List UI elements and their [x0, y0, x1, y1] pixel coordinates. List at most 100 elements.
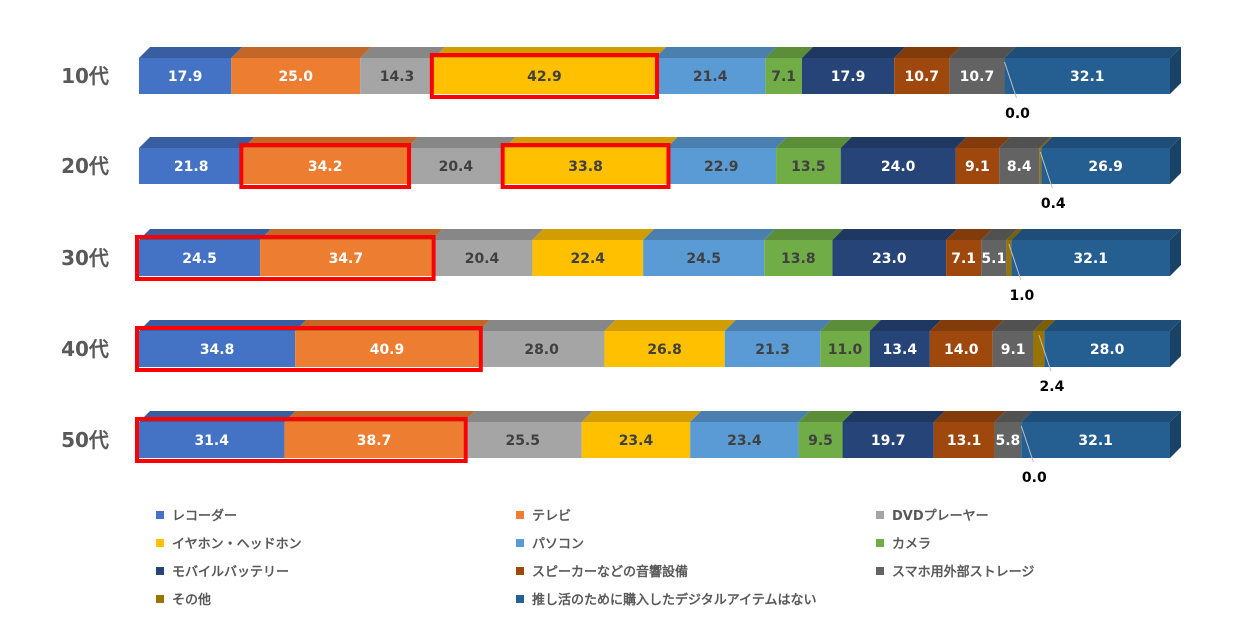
- legend-item: スマホ用外部ストレージ: [876, 560, 1156, 581]
- legend-item: 推し活のために購入したデジタルアイテムはない: [516, 588, 876, 609]
- bar-segment: [933, 422, 995, 458]
- data-label: 25.5: [505, 433, 540, 449]
- data-label: 33.8: [568, 159, 603, 175]
- bar-segment: [842, 422, 934, 458]
- highlight-box: [135, 235, 436, 281]
- legend-swatch: [516, 594, 524, 603]
- data-label: 5.8: [995, 433, 1020, 449]
- bar-top-face: [478, 320, 616, 331]
- bar-segment: [360, 58, 434, 94]
- data-label: 42.9: [527, 69, 562, 85]
- bar-segment: [992, 331, 1034, 367]
- data-label: 32.1: [1073, 251, 1108, 267]
- highlight-box: [239, 143, 412, 189]
- bar-top-face: [139, 47, 243, 58]
- bar-segment: [724, 331, 821, 367]
- bar-top-face: [776, 137, 852, 148]
- data-label: 7.1: [771, 69, 796, 85]
- data-label: 14.0: [944, 342, 979, 358]
- bar-segment: [820, 331, 870, 367]
- data-label: 23.4: [619, 433, 654, 449]
- legend-label: イヤホン・ヘッドホン: [172, 537, 302, 552]
- bar-top-face: [764, 229, 844, 240]
- bar-top-face: [655, 47, 777, 58]
- data-label: 9.1: [965, 159, 990, 175]
- data-label: 7.1: [951, 251, 976, 267]
- data-label: 21.8: [174, 159, 209, 175]
- legend-label: テレビ: [532, 509, 572, 524]
- legend-item: DVDプレーヤー: [876, 504, 1156, 525]
- bar-top-face: [360, 47, 445, 58]
- legend-label: モバイルバッテリー: [172, 565, 290, 580]
- bar-top-face: [994, 411, 1033, 422]
- data-label: 22.4: [571, 251, 606, 267]
- data-label: 34.8: [200, 342, 235, 358]
- category-label: 50代: [61, 428, 109, 452]
- data-label: 34.7: [329, 251, 364, 267]
- data-label: 13.4: [883, 342, 918, 358]
- data-label: 17.9: [831, 69, 866, 85]
- bar-top-face: [765, 47, 813, 58]
- bar-segment: [776, 148, 841, 184]
- bar-top-face: [946, 229, 993, 240]
- bar-top-face: [1033, 320, 1056, 331]
- bar-segment: [1044, 331, 1170, 367]
- bar-segment: [801, 58, 895, 94]
- data-label: 28.0: [1090, 342, 1125, 358]
- bar-segment: [478, 331, 605, 367]
- highlight-box: [429, 53, 660, 99]
- data-label: 9.5: [808, 433, 833, 449]
- data-label: 17.9: [168, 69, 203, 85]
- data-label: 38.7: [357, 433, 392, 449]
- bar-segment: [433, 58, 656, 94]
- legend-swatch: [156, 510, 164, 519]
- legend-label: スピーカーなどの音響設備: [532, 565, 689, 580]
- bar-segment: [946, 240, 982, 276]
- bar-segment: [955, 148, 1000, 184]
- bar-segment: [1006, 240, 1012, 276]
- bar-top-face: [798, 411, 854, 422]
- data-label: 0.4: [1041, 196, 1066, 212]
- bar-segment: [431, 240, 533, 276]
- legend-item: レコーダー: [156, 504, 516, 525]
- data-label: 23.0: [872, 251, 907, 267]
- bar-top-face: [604, 320, 736, 331]
- bar-top-face: [1021, 411, 1181, 422]
- data-label: 13.1: [947, 433, 982, 449]
- bar-top-face: [532, 229, 655, 240]
- bar-segment: [894, 58, 950, 94]
- legend-swatch: [876, 566, 884, 575]
- legend-swatch: [876, 538, 884, 547]
- data-label: 0.0: [1022, 470, 1047, 486]
- chart-legend: レコーダー テレビ DVDプレーヤーイヤホン・ヘッドホン パソコン カメラモバイルバッテ…: [156, 504, 1156, 609]
- bar-segment: [139, 58, 232, 94]
- bar-segment: [869, 331, 930, 367]
- highlight-box: [135, 326, 483, 372]
- data-label: 0.0: [1005, 106, 1030, 122]
- data-label: 11.0: [828, 342, 863, 358]
- bar-segment: [798, 422, 843, 458]
- bar-segment: [231, 58, 361, 94]
- legend-swatch: [156, 538, 164, 547]
- legend-swatch: [516, 510, 524, 519]
- legend-item: パソコン: [516, 532, 876, 553]
- bar-top-face: [894, 47, 961, 58]
- bar-top-face: [801, 47, 906, 58]
- data-label: 31.4: [194, 433, 229, 449]
- data-label-leader: [1039, 151, 1053, 189]
- highlight-box: [500, 143, 671, 189]
- data-label: 14.3: [380, 69, 415, 85]
- data-label: 32.1: [1078, 433, 1113, 449]
- bar-segment: [1041, 148, 1170, 184]
- bar-segment: [1011, 240, 1170, 276]
- legend-label: DVDプレーヤー: [892, 509, 989, 524]
- bar-top-face: [643, 229, 776, 240]
- bar-top-face: [929, 320, 1004, 331]
- bar-segment: [139, 422, 285, 458]
- data-label: 24.5: [182, 251, 217, 267]
- bar-side-face: [1170, 47, 1181, 94]
- legend-label: カメラ: [892, 537, 932, 552]
- bar-segment: [243, 148, 408, 184]
